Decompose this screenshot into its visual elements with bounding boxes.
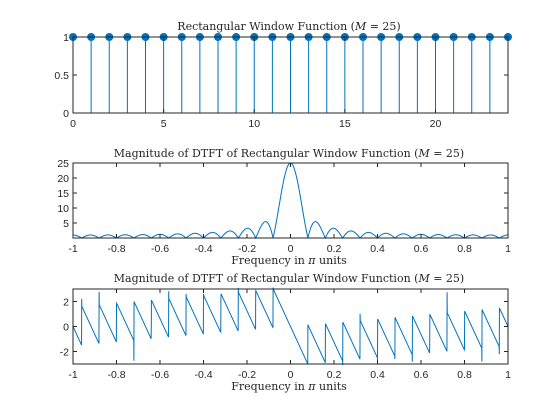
panel2-xtick-label: 0.4 [370, 243, 385, 255]
panel3-ticks: -1 -0.8 -0.6 -0.4 -0.2 0 0.2 0.4 0.6 0.8 1 -2 0 2 [60, 289, 511, 381]
panel1-ytick-label: 0 [63, 108, 69, 120]
panel1-xtick-label: 20 [430, 118, 442, 130]
panel2-xtick-label: 0 [288, 243, 294, 255]
panel1-xtick-label: 5 [161, 118, 167, 130]
panel2-xtick-label: -0.6 [151, 243, 169, 255]
panel-dtft-phase: Magnitude of DTFT of Rectangular Window … [60, 272, 511, 393]
panel2-xtick-label: 1 [505, 243, 511, 255]
panel2-xlabel: Frequency in π units [231, 254, 347, 267]
panel3-xlabel: Frequency in π units [231, 380, 347, 393]
panel1-stems [69, 33, 512, 114]
panel2-xtick-label: -1 [68, 243, 77, 255]
panel3-xtick-label: -0.6 [151, 369, 169, 381]
panel3-xtick-label: -0.4 [194, 369, 212, 381]
panel1-title: Rectangular Window Function (M = 25) [177, 20, 400, 33]
panel1-xtick-label: 0 [70, 118, 76, 130]
panel2-xtick-label: -0.4 [194, 243, 212, 255]
panel2-ytick-label: 10 [57, 203, 69, 215]
panel2-xtick-label: -0.8 [107, 243, 125, 255]
panel2-xtick-label: -0.2 [238, 243, 256, 255]
panel2-ticks: -1 -0.8 -0.6 -0.4 -0.2 0 0.2 0.4 0.6 0.8 151015202… [57, 158, 511, 255]
panel2-ytick-label: 20 [57, 173, 69, 185]
panel2-title: Magnitude of DTFT of Rectangular Window … [114, 147, 464, 160]
panel2-xtick-label: 0.8 [457, 243, 472, 255]
panel2-magnitude-line [72, 162, 509, 240]
panel3-xtick-label: -0.2 [238, 369, 256, 381]
panel1-xtick-label: 15 [339, 118, 351, 130]
panel2-xtick-label: 0.2 [327, 243, 342, 255]
panel-window: Rectangular Window Function (M = 25) 0 5 1… [54, 20, 512, 130]
panel3-xtick-label: 0.6 [414, 369, 429, 381]
panel3-ytick-label: -2 [60, 347, 69, 359]
panel2-ytick-label: 25 [57, 158, 69, 170]
panel3-xtick-label: 1 [505, 369, 511, 381]
panel3-xtick-label: 0.4 [370, 369, 385, 381]
panel3-xtick-label: -1 [68, 369, 77, 381]
panel2-axes-box [72, 162, 509, 239]
panel3-ytick-label: 0 [63, 322, 69, 334]
panel1-ytick-label: 0.5 [54, 70, 69, 82]
panel3-ytick-label: 2 [63, 297, 69, 309]
panel2-ytick-label: 5 [63, 218, 69, 230]
panel3-title: Magnitude of DTFT of Rectangular Window … [114, 272, 464, 285]
panel3-xtick-label: -0.8 [107, 369, 125, 381]
panel1-ticks: 0 5 10 15 20 0 0.5 1 [54, 32, 508, 130]
panel3-xtick-label: 0.8 [457, 369, 472, 381]
panel2-xtick-label: 0.6 [414, 243, 429, 255]
panel3-xtick-label: 0.2 [327, 369, 342, 381]
panel1-ytick-label: 1 [63, 32, 69, 44]
panel1-xtick-label: 10 [248, 118, 260, 130]
panel3-phase-line [72, 287, 509, 366]
panel3-xtick-label: 0 [288, 369, 294, 381]
panel-dtft-magnitude: Magnitude of DTFT of Rectangular Window … [57, 147, 511, 267]
panel2-ytick-label: 15 [57, 188, 69, 200]
